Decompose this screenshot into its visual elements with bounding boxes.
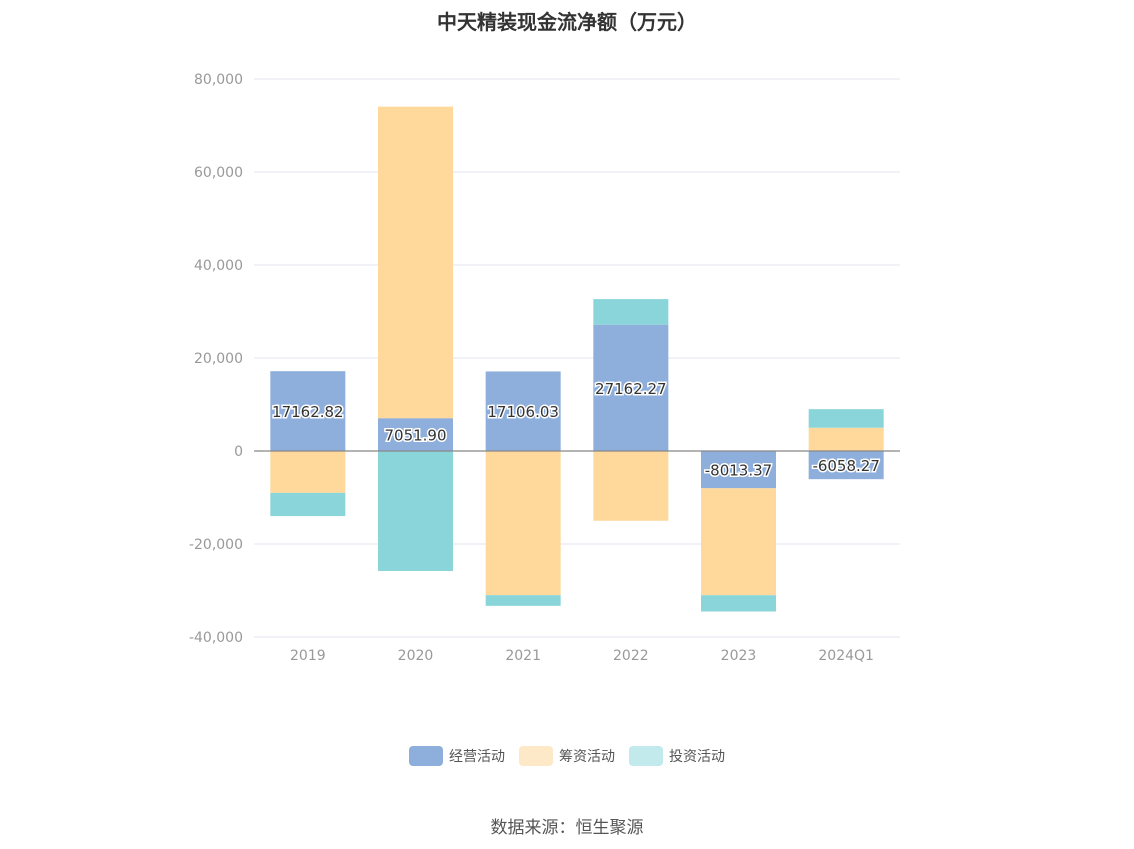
bar-1-2023	[701, 488, 776, 596]
bar-0-2023	[701, 451, 776, 489]
bar-0-2024Q1	[808, 451, 884, 480]
legend-label-financing: 筹资活动	[559, 749, 615, 765]
legend-label-operating: 经营活动	[449, 749, 505, 765]
chart-legend: 经营活动 筹资活动 投资活动	[0, 746, 1134, 766]
bar-1-2021	[485, 451, 561, 596]
y-tick-label: 40,000	[194, 258, 243, 274]
x-tick-label: 2020	[398, 648, 434, 664]
legend-swatch-operating	[409, 746, 443, 766]
legend-swatch-financing	[519, 746, 553, 766]
y-tick-label: 20,000	[194, 351, 243, 367]
bar-2-2022	[593, 299, 669, 325]
y-tick-label: 0	[234, 444, 243, 460]
data-label-2023: -8013.37	[705, 462, 772, 480]
bar-0-2020	[378, 418, 453, 451]
legend-item-financing[interactable]: 筹资活动	[519, 746, 615, 766]
bar-0-2021	[485, 371, 561, 451]
bar-2-2021	[485, 595, 561, 606]
y-tick-label: -40,000	[189, 630, 243, 646]
y-tick-label: 80,000	[194, 72, 243, 88]
data-label-2020: 7051.90	[384, 427, 446, 445]
legend-item-operating[interactable]: 经营活动	[409, 746, 505, 766]
bar-0-2022	[593, 324, 669, 451]
y-tick-label: 60,000	[194, 165, 243, 181]
data-label-2021: 17106.03	[487, 403, 559, 421]
x-tick-label: 2023	[721, 648, 757, 664]
data-label-2022: 27162.27	[595, 380, 667, 398]
data-label-2024Q1: -6058.27	[812, 457, 879, 475]
bar-2-2024Q1	[808, 409, 884, 428]
x-tick-label: 2024Q1	[818, 648, 874, 664]
data-source: 数据来源：恒生聚源	[490, 818, 644, 838]
bar-1-2022	[593, 451, 669, 521]
legend-item-investing[interactable]: 投资活动	[629, 746, 725, 766]
legend-label-investing: 投资活动	[669, 749, 725, 765]
x-tick-label: 2021	[505, 648, 541, 664]
bar-2-2019	[270, 492, 346, 517]
data-label-2019: 17162.82	[272, 403, 344, 421]
x-tick-label: 2022	[613, 648, 649, 664]
bar-1-2024Q1	[808, 427, 884, 451]
bar-2-2023	[701, 595, 776, 612]
bar-1-2019	[270, 451, 346, 493]
bar-1-2020	[378, 106, 453, 419]
x-tick-label: 2019	[290, 648, 326, 664]
y-tick-label: -20,000	[189, 537, 243, 553]
bar-0-2019	[270, 371, 346, 451]
legend-swatch-investing	[629, 746, 663, 766]
chart-title: 中天精装现金流净额（万元）	[437, 10, 697, 34]
chart-plot: 80,000 60,000 40,000 20,000 0 -20,000 -40,000 2…	[189, 72, 900, 664]
bar-2-2020	[378, 451, 453, 571]
